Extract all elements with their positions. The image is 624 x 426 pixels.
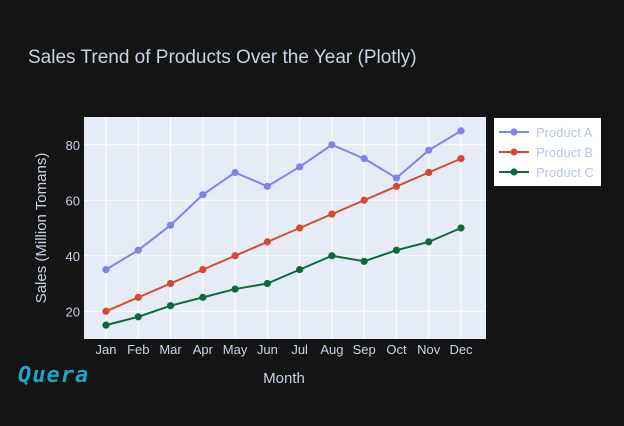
x-tick-label: Jun xyxy=(257,342,278,357)
legend-item: Product B xyxy=(499,145,593,160)
y-tick-label: 80 xyxy=(66,138,80,153)
data-point xyxy=(134,246,142,254)
data-point xyxy=(166,279,175,288)
x-tick-label: Sep xyxy=(353,342,376,357)
y-tick-label: 40 xyxy=(66,249,80,264)
data-point xyxy=(263,279,271,288)
y-tick-labels: 20 40 60 80 xyxy=(66,138,80,320)
series-group xyxy=(102,127,465,329)
legend-item: Product C xyxy=(499,165,594,180)
data-point xyxy=(392,174,401,182)
x-tick-label: Jul xyxy=(291,342,308,357)
chart-title: Sales Trend of Products Over the Year (P… xyxy=(28,47,417,68)
legend-swatch-marker xyxy=(510,128,518,136)
data-point xyxy=(263,182,271,190)
x-tick-label: May xyxy=(223,342,248,357)
data-point xyxy=(425,238,433,246)
x-tick-labels: Jan Feb Mar Apr May Jun Jul Aug Sep Oct Nov Dec xyxy=(96,342,474,357)
data-point xyxy=(425,168,433,177)
data-point xyxy=(360,155,368,163)
data-point xyxy=(457,224,465,232)
data-point xyxy=(296,163,304,171)
x-tick-label: Mar xyxy=(159,342,182,357)
legend-item: Product A xyxy=(499,125,593,140)
data-point xyxy=(199,266,207,274)
plot-area xyxy=(84,117,486,339)
x-tick-label: Oct xyxy=(386,342,407,357)
data-point xyxy=(328,252,336,260)
data-point xyxy=(328,141,336,149)
data-point xyxy=(263,238,271,246)
data-point xyxy=(134,313,142,321)
x-tick-label: Apr xyxy=(193,342,214,357)
data-point xyxy=(199,191,207,199)
y-axis-label: Sales (Million Tomans) xyxy=(33,153,50,304)
legend-label: Product C xyxy=(536,165,594,180)
data-point xyxy=(102,321,110,329)
legend-label: Product A xyxy=(536,125,593,140)
data-point xyxy=(328,210,336,218)
data-point xyxy=(296,266,304,274)
data-point xyxy=(102,307,110,315)
data-point xyxy=(392,246,401,254)
data-point xyxy=(360,257,368,265)
series-product-c xyxy=(102,224,465,329)
data-point xyxy=(102,266,110,274)
data-point xyxy=(231,285,239,293)
data-point xyxy=(166,221,175,229)
data-point xyxy=(199,293,207,301)
data-point xyxy=(425,146,433,154)
data-point xyxy=(296,224,304,232)
legend-swatch-marker xyxy=(510,148,518,156)
legend-swatch-marker xyxy=(510,168,518,176)
data-point xyxy=(166,302,175,310)
x-tick-label: Jan xyxy=(96,342,117,357)
data-point xyxy=(231,168,239,177)
series-product-b xyxy=(102,155,465,315)
series-product-a xyxy=(102,127,465,274)
data-point xyxy=(457,127,465,135)
x-tick-label: Feb xyxy=(127,342,149,357)
legend-label: Product B xyxy=(536,145,593,160)
x-tick-label: Nov xyxy=(417,342,441,357)
x-tick-label: Aug xyxy=(320,342,343,357)
y-tick-label: 20 xyxy=(66,304,80,319)
data-point xyxy=(231,252,239,260)
legend: Product A Product B Product C xyxy=(494,118,601,186)
series-line xyxy=(105,227,462,327)
x-tick-label: Dec xyxy=(449,342,473,357)
data-point xyxy=(457,155,465,163)
series-line xyxy=(105,130,462,271)
data-point xyxy=(134,293,142,301)
data-point xyxy=(360,196,368,204)
quera-logo: Quera xyxy=(18,363,89,388)
x-axis-label: Month xyxy=(263,370,305,387)
y-tick-label: 60 xyxy=(66,193,80,208)
series-line xyxy=(105,157,462,313)
data-point xyxy=(392,182,401,190)
grid xyxy=(84,117,486,339)
